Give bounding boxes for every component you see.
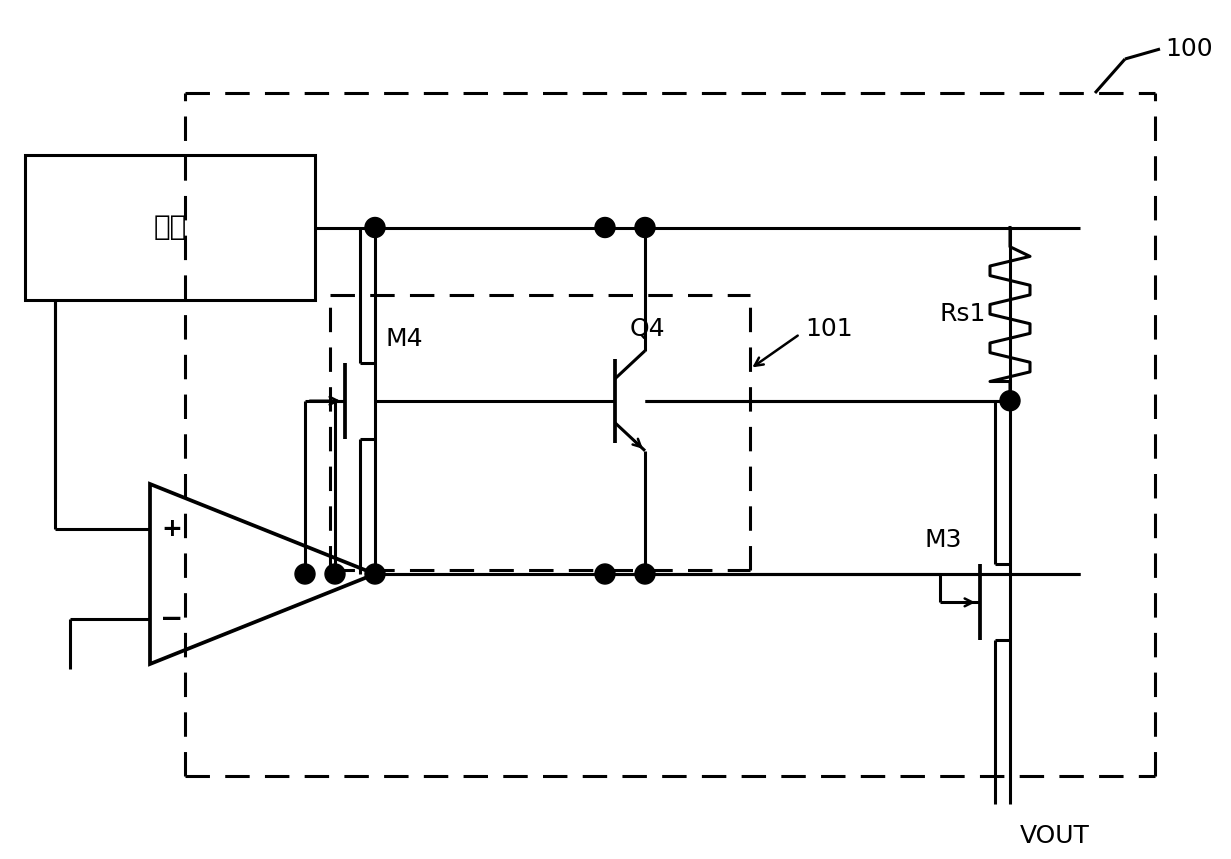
Text: 100: 100	[1165, 37, 1213, 61]
Circle shape	[325, 564, 345, 584]
Text: +: +	[161, 517, 182, 541]
Circle shape	[366, 564, 385, 584]
Circle shape	[635, 217, 655, 237]
Circle shape	[595, 564, 616, 584]
Text: Rs1: Rs1	[940, 302, 986, 326]
Circle shape	[1000, 391, 1020, 411]
Text: VOUT: VOUT	[1020, 824, 1089, 848]
Bar	[25, 155, 315, 300]
Text: M3: M3	[924, 528, 963, 552]
Circle shape	[295, 564, 315, 584]
Circle shape	[635, 564, 655, 584]
Circle shape	[595, 217, 616, 237]
Circle shape	[366, 217, 385, 237]
Text: 电源: 电源	[154, 214, 187, 241]
Text: −: −	[160, 605, 183, 633]
Text: 101: 101	[805, 317, 853, 341]
Text: M4: M4	[385, 326, 422, 350]
Text: Q4: Q4	[630, 317, 666, 341]
